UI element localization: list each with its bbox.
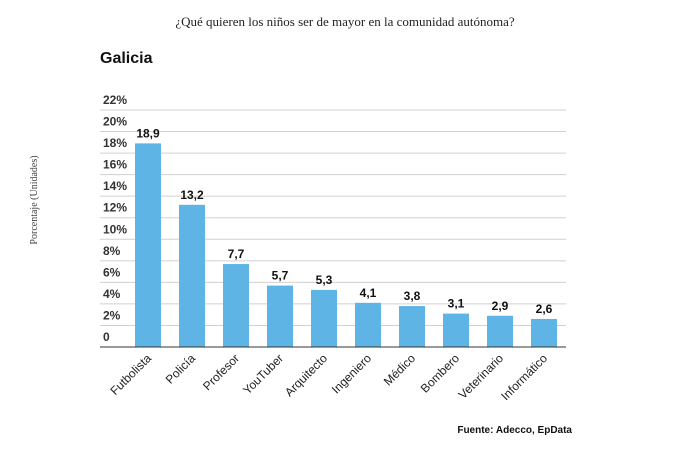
y-tick-label: 22% bbox=[103, 93, 127, 107]
x-tick-label: Médico bbox=[381, 351, 418, 388]
x-tick-label: Policía bbox=[163, 351, 199, 387]
value-label: 13,2 bbox=[180, 188, 204, 202]
y-tick-label: 4% bbox=[103, 287, 121, 301]
y-axis-label: Porcentaje (Unidades) bbox=[29, 155, 40, 244]
y-tick-label: 12% bbox=[103, 201, 127, 215]
y-tick-label: 18% bbox=[103, 136, 127, 150]
bar bbox=[399, 306, 425, 347]
bar bbox=[179, 204, 205, 347]
y-tick-label: 20% bbox=[103, 115, 127, 129]
chart-subtitle: Galicia bbox=[100, 50, 153, 67]
bar bbox=[355, 302, 381, 347]
y-tick-label: 6% bbox=[103, 265, 121, 279]
value-label: 5,3 bbox=[316, 273, 333, 287]
x-tick-label: Arquitecto bbox=[282, 351, 330, 399]
bar bbox=[487, 315, 513, 347]
source: Fuente: Adecco, EpData bbox=[457, 425, 572, 436]
value-label: 18,9 bbox=[136, 126, 160, 140]
bar bbox=[443, 313, 469, 347]
x-tick-label: Informático bbox=[498, 351, 550, 403]
value-label: 2,6 bbox=[536, 302, 553, 316]
x-tick-label: Futbolista bbox=[107, 351, 154, 398]
x-tick-label: Ingeniero bbox=[329, 351, 375, 397]
x-tick-label: Profesor bbox=[200, 351, 242, 393]
bar bbox=[311, 289, 337, 347]
bar bbox=[267, 285, 293, 347]
chart-title: ¿Qué quieren los niños ser de mayor en l… bbox=[175, 14, 515, 29]
value-label: 7,7 bbox=[228, 247, 245, 261]
value-label: 3,1 bbox=[448, 297, 465, 311]
value-label: 4,1 bbox=[360, 286, 377, 300]
bar bbox=[223, 264, 249, 347]
y-tick-label: 16% bbox=[103, 158, 127, 172]
value-label: 5,7 bbox=[272, 269, 289, 283]
bar bbox=[531, 318, 557, 347]
x-tick-label: Bombero bbox=[418, 351, 463, 396]
y-tick-label: 8% bbox=[103, 244, 121, 258]
value-label: 3,8 bbox=[404, 289, 421, 303]
x-tick-label: YouTuber bbox=[240, 351, 286, 397]
y-tick-label: 2% bbox=[103, 308, 121, 322]
y-tick-label: 10% bbox=[103, 222, 127, 236]
value-label: 2,9 bbox=[492, 299, 509, 313]
bar bbox=[135, 143, 161, 347]
y-tick-label: 0 bbox=[103, 330, 110, 344]
y-tick-label: 14% bbox=[103, 179, 127, 193]
